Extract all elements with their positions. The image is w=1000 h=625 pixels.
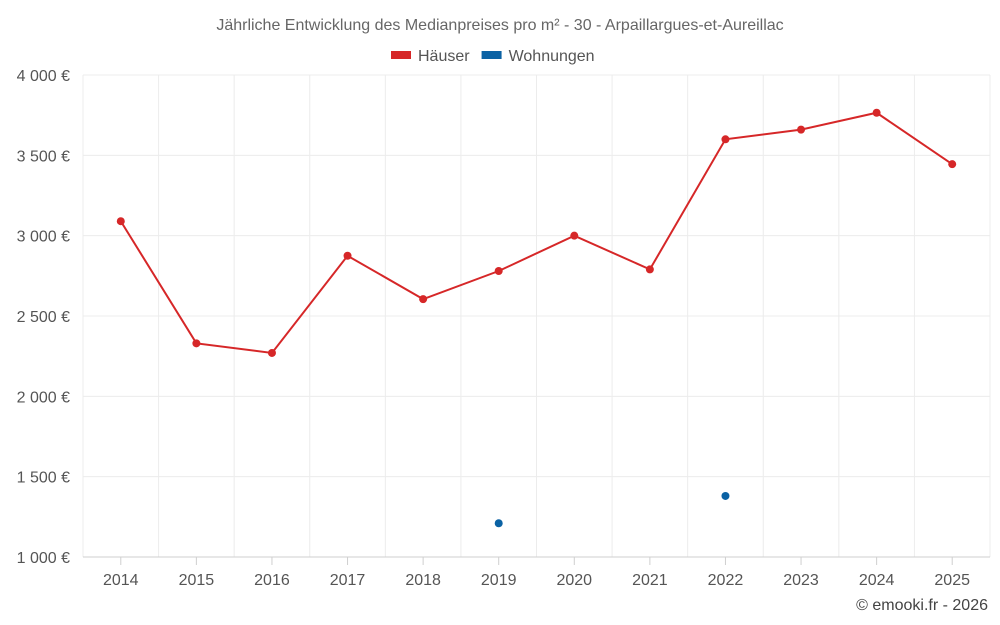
series-Wohnungen — [494, 491, 730, 528]
axes: 1 000 € 1 500 € 2 000 € 2 500 € 3 000 € 3 500… — [17, 68, 970, 589]
x-tick-label: 2014 — [103, 572, 139, 589]
legend-swatch — [481, 51, 502, 59]
data-point — [419, 295, 428, 304]
x-tick-label: 2015 — [179, 572, 215, 589]
x-tick-label: 2016 — [254, 572, 290, 589]
data-point — [721, 135, 730, 144]
series-line — [119, 111, 953, 355]
x-tick-label: 2024 — [859, 572, 895, 589]
y-tick-label: 1 500 € — [17, 470, 70, 487]
x-tick-label: 2017 — [330, 572, 366, 589]
chart-title: Jährliche Entwicklung des Medianpreises … — [216, 17, 783, 34]
data-point — [267, 348, 276, 357]
x-tick-label: 2021 — [632, 572, 668, 589]
series-Häuser — [116, 108, 957, 357]
legend: Häuser Wohnungen — [391, 48, 595, 65]
legend-label: Wohnungen — [509, 48, 595, 65]
credit-text: © emooki.fr - 2026 — [856, 597, 988, 614]
y-tick-label: 1 000 € — [17, 550, 70, 567]
y-tick-label: 3 000 € — [17, 229, 70, 246]
data-point — [948, 160, 957, 169]
series-layer — [116, 108, 957, 528]
x-tick-label: 2020 — [556, 572, 592, 589]
legend-label: Häuser — [418, 48, 470, 65]
x-tick-label: 2019 — [481, 572, 517, 589]
y-tick-label: 3 500 € — [17, 148, 70, 165]
x-tick-label: 2023 — [783, 572, 819, 589]
x-tick-label: 2025 — [934, 572, 970, 589]
y-tick-label: 4 000 € — [17, 68, 70, 85]
x-tick-label: 2022 — [708, 572, 744, 589]
grid — [82, 74, 991, 558]
data-point — [570, 231, 579, 240]
y-tick-label: 2 000 € — [17, 389, 70, 406]
data-point — [721, 491, 730, 500]
data-point — [192, 339, 201, 348]
data-point — [494, 267, 503, 276]
legend-swatch — [391, 51, 411, 59]
data-point — [872, 108, 881, 117]
y-tick-label: 2 500 € — [17, 309, 70, 326]
data-point — [116, 217, 125, 226]
data-point — [797, 125, 806, 134]
x-tick-label: 2018 — [405, 572, 441, 589]
data-point — [645, 265, 654, 274]
data-point — [494, 519, 503, 528]
data-point — [343, 251, 352, 260]
